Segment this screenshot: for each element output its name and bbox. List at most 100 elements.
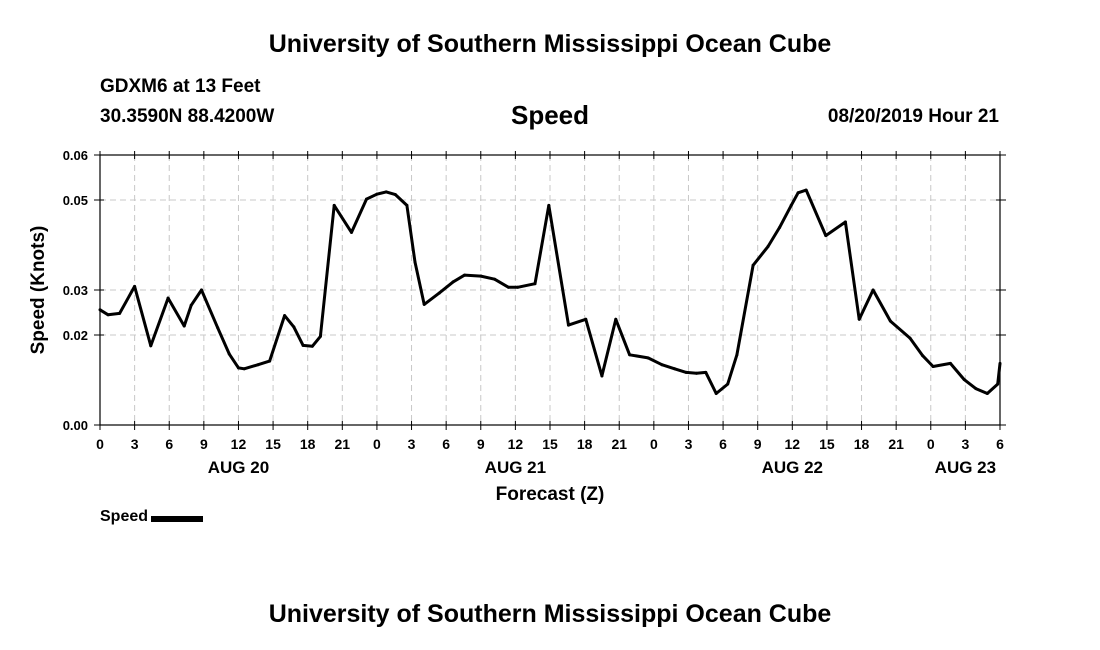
- x-axis-title: Forecast (Z): [496, 484, 605, 505]
- y-tick-label: 0.05: [63, 193, 88, 208]
- data-point: [493, 277, 497, 281]
- data-point: [566, 323, 570, 327]
- data-point: [628, 353, 632, 357]
- data-point: [751, 263, 755, 267]
- x-tick-label: 12: [785, 436, 801, 452]
- data-point: [227, 352, 231, 356]
- x-tick-label: 0: [96, 436, 104, 452]
- x-tick-label: 6: [996, 436, 1004, 452]
- data-point: [242, 367, 246, 371]
- data-point: [506, 285, 510, 289]
- axis-labels: 0.00 0.02 0.03 0.05 0.06 0 3 6 9 12 15 18 21 0 3 6 9 12 15…: [63, 148, 1004, 477]
- data-point: [413, 260, 417, 264]
- data-point: [888, 319, 892, 323]
- data-point: [166, 296, 170, 300]
- data-point: [796, 191, 800, 195]
- y-tick-label: 0.00: [63, 418, 88, 433]
- data-point: [437, 291, 441, 295]
- data-point: [547, 203, 551, 207]
- data-point: [479, 274, 483, 278]
- x-tick-label: 12: [231, 436, 247, 452]
- data-point: [384, 190, 388, 194]
- data-point: [516, 285, 520, 289]
- data-point: [405, 203, 409, 207]
- data-point: [974, 387, 978, 391]
- data-point: [422, 302, 426, 306]
- data-point: [843, 220, 847, 224]
- x-tick-label: 21: [611, 436, 627, 452]
- x-tick-label: 9: [200, 436, 208, 452]
- data-point: [182, 324, 186, 328]
- day-label: AUG 21: [485, 458, 546, 477]
- data-point: [931, 365, 935, 368]
- x-tick-label: 3: [685, 436, 693, 452]
- x-tick-label: 18: [854, 436, 870, 452]
- chart-title: University of Southern Mississippi Ocean…: [268, 30, 832, 58]
- data-point: [365, 197, 369, 201]
- y-tick-label: 0.03: [63, 283, 88, 298]
- data-point: [149, 344, 153, 348]
- data-point: [614, 317, 618, 321]
- footer-title: University of Southern Mississippi Ocean…: [268, 600, 832, 628]
- x-tick-label: 3: [961, 436, 969, 452]
- legend: Speed: [100, 508, 204, 526]
- data-point: [921, 354, 925, 358]
- x-tick-label: 9: [477, 436, 485, 452]
- legend-label: Speed: [100, 508, 149, 525]
- grid-lines: [100, 155, 1000, 425]
- coordinates-label: 30.3590N 88.4200W: [100, 106, 275, 127]
- data-point: [268, 359, 272, 363]
- series-line-speed: [99, 188, 1002, 395]
- data-point: [998, 361, 1002, 365]
- data-point: [463, 273, 467, 277]
- data-point: [533, 282, 537, 286]
- x-tick-label: 3: [408, 436, 416, 452]
- x-tick-label: 12: [508, 436, 524, 452]
- data-point: [714, 392, 718, 395]
- day-label: AUG 23: [935, 458, 996, 477]
- x-tick-label: 15: [265, 436, 281, 452]
- data-point: [106, 313, 110, 317]
- x-tick-label: 6: [442, 436, 450, 452]
- data-point: [646, 356, 650, 360]
- data-point: [660, 363, 664, 367]
- data-point: [948, 361, 952, 365]
- data-point: [766, 244, 770, 248]
- x-tick-label: 6: [165, 436, 173, 452]
- x-tick-label: 18: [577, 436, 593, 452]
- data-point: [393, 193, 397, 197]
- data-point: [996, 382, 1000, 386]
- x-tick-label: 18: [300, 436, 316, 452]
- data-point: [216, 326, 220, 330]
- data-point: [684, 370, 688, 374]
- data-point: [673, 367, 677, 371]
- x-tick-label: 21: [335, 436, 351, 452]
- data-point: [375, 192, 379, 196]
- data-point: [908, 336, 912, 340]
- x-tick-label: 21: [888, 436, 904, 452]
- data-point: [789, 203, 793, 207]
- x-tick-label: 9: [754, 436, 762, 452]
- y-tick-label: 0.06: [63, 148, 88, 163]
- data-point: [600, 374, 604, 378]
- data-point: [189, 303, 193, 307]
- data-point: [200, 288, 204, 292]
- x-tick-label: 0: [927, 436, 935, 452]
- station-label: GDXM6 at 13 Feet: [100, 76, 261, 97]
- x-tick-label: 6: [719, 436, 727, 452]
- data-point: [283, 314, 287, 318]
- data-point: [704, 370, 708, 374]
- y-tick-label: 0.02: [63, 328, 88, 343]
- chart-subtitle: Speed: [510, 100, 590, 130]
- data-point: [332, 203, 336, 207]
- data-point: [824, 234, 828, 238]
- plot-frame: [99, 154, 1001, 426]
- data-point: [871, 288, 875, 292]
- data-point: [256, 363, 260, 367]
- day-label: AUG 20: [208, 458, 269, 477]
- data-point: [318, 334, 322, 338]
- data-point: [451, 280, 455, 284]
- legend-swatch: [151, 515, 204, 522]
- data-point: [695, 371, 699, 375]
- data-point: [726, 382, 730, 386]
